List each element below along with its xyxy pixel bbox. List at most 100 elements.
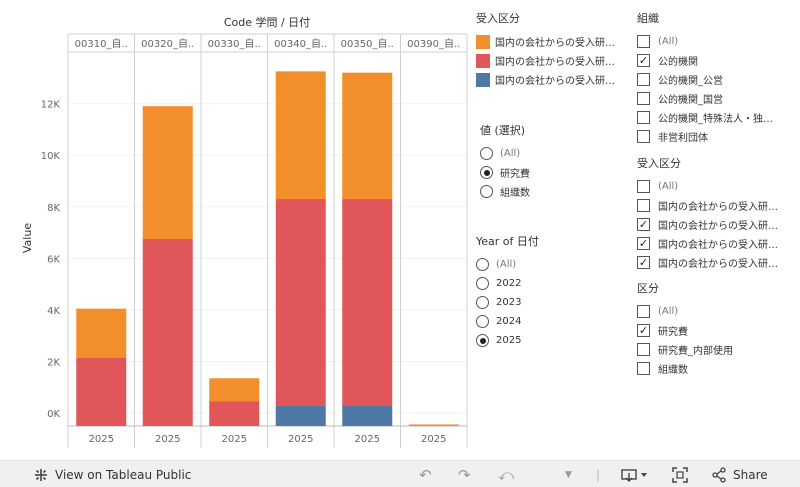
filter-kubun-option[interactable]: ✓ 研究費 (637, 321, 792, 340)
filter-ukeire-option[interactable]: ✓ 国内の会社からの受入研… (637, 215, 792, 234)
option-label: 2023 (496, 297, 522, 308)
legend-item[interactable]: 国内の会社からの受入研… (476, 70, 626, 89)
filter-ukeire-option[interactable]: ✓ 国内の会社からの受入研… (637, 253, 792, 272)
legend-label: 国内の会社からの受入研… (495, 57, 615, 68)
panel-header: 00330_自.. (208, 37, 261, 50)
radio-button[interactable] (480, 185, 493, 198)
option-label: 2024 (496, 316, 522, 327)
download-icon[interactable] (621, 461, 649, 487)
filter-year-option[interactable]: 2025 (476, 331, 616, 350)
option-label: 非営利団体 (658, 133, 708, 144)
legend-swatch (476, 53, 490, 68)
checkbox-checked[interactable]: ✓ (637, 218, 650, 231)
view-on-tableau-button[interactable]: View on Tableau Public (33, 461, 191, 487)
filter-year-option[interactable]: (All) (476, 255, 616, 274)
filter-ukeire-option[interactable]: (All) (637, 177, 792, 196)
checkbox[interactable] (637, 362, 650, 375)
radio-button[interactable] (476, 315, 489, 328)
filter-year-option[interactable]: 2023 (476, 293, 616, 312)
bar-segment (342, 199, 393, 406)
value-filter-title: 値 (選択) (480, 124, 526, 137)
radio-button[interactable] (476, 258, 489, 271)
filter-kubun-option[interactable]: (All) (637, 302, 792, 321)
filter-org-option[interactable]: (All) (637, 32, 792, 51)
checkbox[interactable] (637, 35, 650, 48)
checkbox[interactable] (637, 305, 650, 318)
bar-segment (142, 106, 193, 239)
color-legend-title: 受入区分 (476, 12, 520, 25)
filter-value-option[interactable]: 研究費 (480, 163, 620, 182)
option-label: (All) (658, 36, 679, 47)
option-label: 2022 (496, 278, 522, 289)
share-button[interactable]: Share (711, 461, 768, 487)
filter-org-option[interactable]: 公的機関_特殊法人・独… (637, 108, 792, 127)
undo-icon[interactable]: ↶ (419, 465, 432, 484)
y-tick-label: 4K (47, 306, 60, 317)
tableau-toolbar: View on Tableau Public ↶ ↷ ⤺ ▼ | Share (0, 460, 800, 487)
bar-segment (342, 405, 393, 426)
panel-header: 00340_自.. (274, 37, 327, 50)
option-label: 公的機関_国営 (658, 95, 723, 106)
filter-kubun-option[interactable]: 研究費_内部使用 (637, 340, 792, 359)
radio-button[interactable] (480, 166, 493, 179)
legend-item[interactable]: 国内の会社からの受入研… (476, 32, 626, 51)
filter-org-option[interactable]: 非営利団体 (637, 127, 792, 146)
filter-org-option[interactable]: ✓ 公的機関 (637, 51, 792, 70)
checkbox-checked[interactable]: ✓ (637, 237, 650, 250)
color-legend: 受入区分 国内の会社からの受入研… 国内の会社からの受入研… 国内の会社からの受入研… (476, 12, 626, 89)
legend-item[interactable]: 国内の会社からの受入研… (476, 51, 626, 70)
option-label: (All) (658, 306, 679, 317)
legend-swatch (476, 72, 490, 87)
filter-year-option[interactable]: 2022 (476, 274, 616, 293)
filter-ukeire-option[interactable]: ✓ 国内の会社からの受入研… (637, 234, 792, 253)
filter-ukeire-option[interactable]: 国内の会社からの受入研… (637, 196, 792, 215)
filter-kubun-option[interactable]: 組織数 (637, 359, 792, 378)
bar-segment (209, 378, 260, 402)
panel-header: 00320_自.. (141, 37, 194, 50)
legend-label: 国内の会社からの受入研… (495, 38, 615, 49)
option-label: (All) (500, 148, 521, 159)
redo-icon[interactable]: ↷ (458, 465, 471, 484)
option-label: 国内の会社からの受入研… (658, 202, 778, 213)
filter-org-option[interactable]: 公的機関_国営 (637, 89, 792, 108)
checkbox[interactable] (637, 199, 650, 212)
y-tick-label: 6K (47, 254, 60, 265)
checkbox[interactable] (637, 343, 650, 356)
x-tick-label: 2025 (288, 434, 313, 445)
kubun-filter-title: 区分 (637, 282, 659, 295)
checkbox[interactable] (637, 180, 650, 193)
option-label: (All) (658, 181, 679, 192)
checkbox-checked[interactable]: ✓ (637, 256, 650, 269)
revert-dropdown-icon[interactable]: ▼ (565, 469, 572, 480)
year-filter: Year of 日付 (All) 2022 2023 2024 2025 (476, 235, 616, 350)
filter-value-option[interactable]: 組織数 (480, 182, 620, 201)
filter-value-option[interactable]: (All) (480, 144, 620, 163)
checkbox-checked[interactable]: ✓ (637, 54, 650, 67)
radio-button[interactable] (476, 277, 489, 290)
year-filter-title: Year of 日付 (476, 235, 539, 248)
radio-button[interactable] (480, 147, 493, 160)
y-tick-label: 2K (47, 358, 60, 369)
filter-org-option[interactable]: 公的機関_公営 (637, 70, 792, 89)
option-label: 組織数 (500, 188, 530, 199)
checkbox-checked[interactable]: ✓ (637, 324, 650, 337)
radio-button[interactable] (476, 296, 489, 309)
revert-icon[interactable]: ⤺ (498, 465, 515, 484)
checkbox[interactable] (637, 111, 650, 124)
x-tick-label: 2025 (421, 434, 446, 445)
y-tick-label: 8K (47, 203, 60, 214)
radio-button[interactable] (476, 334, 489, 347)
bar-segment (275, 405, 326, 426)
bar-segment (76, 308, 127, 358)
x-tick-label: 2025 (155, 434, 180, 445)
filter-year-option[interactable]: 2024 (476, 312, 616, 331)
panel-header: 00390_自.. (407, 37, 460, 50)
checkbox[interactable] (637, 92, 650, 105)
option-label: 国内の会社からの受入研… (658, 259, 778, 270)
y-tick-label: 12K (41, 100, 61, 111)
checkbox[interactable] (637, 73, 650, 86)
option-label: 公的機関_公営 (658, 76, 723, 87)
checkbox[interactable] (637, 130, 650, 143)
fullscreen-icon[interactable] (672, 461, 688, 487)
share-label: Share (733, 467, 768, 482)
